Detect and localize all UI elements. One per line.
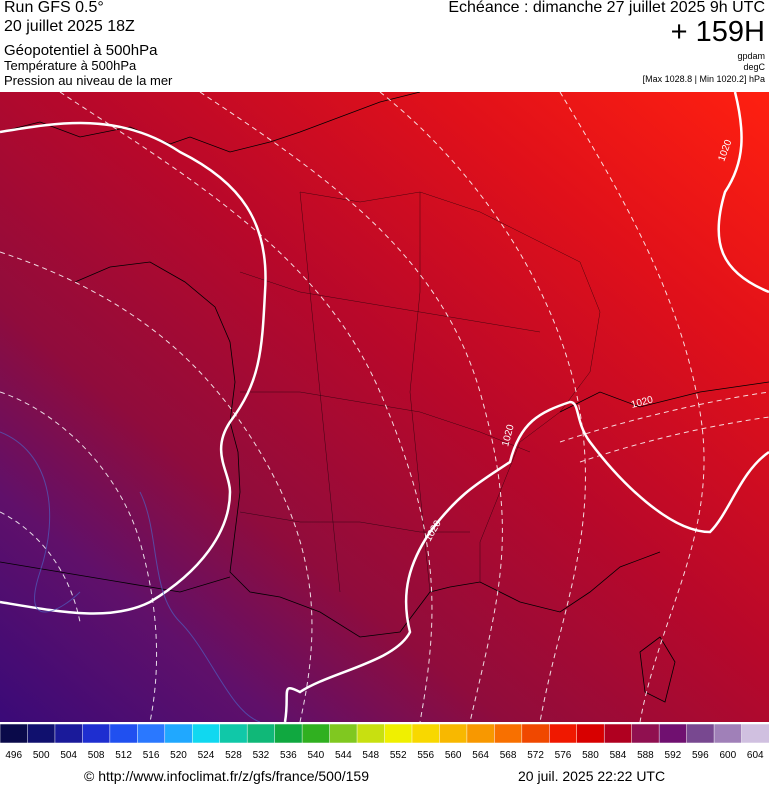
scale-label: 524 (198, 750, 215, 761)
color-swatch (219, 724, 248, 744)
color-swatch (137, 724, 166, 744)
scale-label: 588 (637, 750, 654, 761)
scale-label: 576 (555, 750, 572, 761)
scale-label: 580 (582, 750, 599, 761)
color-swatch (466, 724, 496, 744)
color-swatch (631, 724, 660, 744)
scale-label: 540 (307, 750, 324, 761)
color-swatch (54, 724, 84, 744)
color-swatch (82, 724, 111, 744)
run-date: 20 juillet 2025 18Z (4, 18, 135, 35)
layer-label: Géopotentiel à 500hPa (4, 42, 158, 59)
color-swatch (109, 724, 139, 744)
color-swatch (603, 724, 633, 744)
color-swatch (384, 724, 413, 744)
lead-time: + 159H (670, 16, 765, 48)
scale-label: 528 (225, 750, 242, 761)
scale-label: 532 (253, 750, 270, 761)
unit-label: gpdam (737, 51, 765, 61)
color-scale: 496 500 504 508 512 516 520 524 528 532 536 540 544 5… (0, 724, 769, 761)
scale-label: 516 (143, 750, 160, 761)
scale-label: 592 (665, 750, 682, 761)
layer-label: Température à 500hPa (4, 58, 137, 73)
temperature-field (0, 92, 769, 722)
color-swatch (549, 724, 578, 744)
scale-label: 568 (500, 750, 517, 761)
color-swatch (27, 724, 56, 744)
scale-label: 500 (33, 750, 50, 761)
isobars (0, 92, 769, 722)
color-swatch (0, 724, 29, 744)
color-swatch (686, 724, 715, 744)
range-label: [Max 1028.8 | Min 1020.2] hPa (642, 74, 765, 84)
color-swatch (164, 724, 194, 744)
color-swatch (713, 724, 743, 744)
color-swatch (658, 724, 688, 744)
color-swatch (246, 724, 276, 744)
scale-label: 596 (692, 750, 709, 761)
scale-label: 556 (417, 750, 434, 761)
scale-label: 520 (170, 750, 187, 761)
color-swatch (521, 724, 551, 744)
geopotential-contours (0, 431, 261, 722)
scale-label: 508 (88, 750, 105, 761)
color-swatch (301, 724, 331, 744)
scale-label: 496 (5, 750, 22, 761)
scale-label: 564 (472, 750, 489, 761)
temperature-contours (0, 92, 769, 722)
scale-label: 600 (719, 750, 736, 761)
color-swatch (741, 724, 769, 744)
color-swatch (329, 724, 358, 744)
scale-label: 552 (390, 750, 407, 761)
color-swatch (439, 724, 468, 744)
scale-label: 572 (527, 750, 544, 761)
color-swatch (494, 724, 523, 744)
color-swatch (576, 724, 605, 744)
scale-label: 604 (747, 750, 764, 761)
valid-time: Echéance : dimanche 27 juillet 2025 9h U… (448, 0, 765, 16)
color-swatch (411, 724, 441, 744)
scale-label: 548 (362, 750, 379, 761)
source-url: © http://www.infoclimat.fr/z/gfs/france/… (84, 768, 369, 784)
layer-label: Pression au niveau de la mer (4, 73, 173, 88)
scale-label: 536 (280, 750, 297, 761)
generated-time: 20 juil. 2025 22:22 UTC (518, 768, 666, 784)
scale-label: 512 (115, 750, 132, 761)
scale-label: 560 (445, 750, 462, 761)
color-swatch (274, 724, 303, 744)
color-swatch (356, 724, 386, 744)
scale-label: 504 (60, 750, 77, 761)
map: 1020 1020 1020 1020 (0, 92, 769, 722)
scale-label: 544 (335, 750, 352, 761)
coastlines (0, 92, 769, 703)
scale-label: 584 (610, 750, 627, 761)
run-title: Run GFS 0.5° (4, 0, 104, 16)
unit-label: degC (743, 62, 765, 72)
color-swatch (192, 724, 221, 744)
